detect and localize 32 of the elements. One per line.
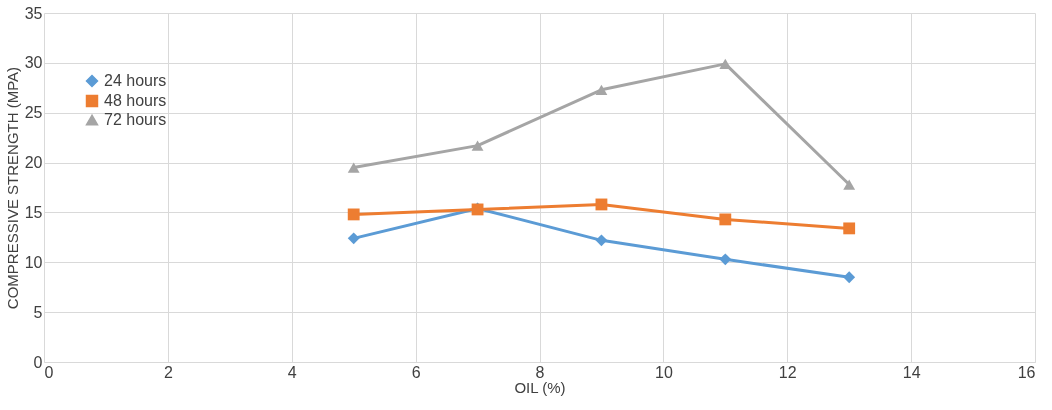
x-tick-label: 6 [411,363,421,381]
point [347,208,360,221]
y-tick-label: 5 [33,303,43,321]
y-axis-title: COMPRESSIVE STRENGTH (MPA) [3,66,21,310]
x-tick-label: 8 [535,363,545,381]
x-axis-title: OIL (%) [514,378,566,396]
legend-label: 72 hours [104,111,167,128]
point [843,222,856,235]
x-tick-label: 14 [902,363,921,381]
x-tick-label: 0 [44,363,54,381]
x-tick-label: 16 [1017,363,1036,381]
y-tick-label: 20 [24,154,43,172]
point [595,84,608,95]
y-tick-label: 30 [24,54,43,72]
point [595,234,608,247]
x-tick-label: 2 [163,363,173,381]
legend-label: 48 hours [104,92,167,109]
x-tick-label: 4 [287,363,297,381]
legend-label: 24 hours [104,72,167,89]
y-tick-label: 25 [24,104,43,122]
point [843,179,856,190]
point [471,140,484,151]
point [719,253,732,266]
point [347,162,360,173]
point [347,232,360,245]
y-tick-label: 15 [24,203,43,221]
point [719,213,732,226]
point [843,271,856,284]
x-tick-label: 12 [778,363,797,381]
x-tick-label: 10 [654,363,673,381]
y-tick-label: 10 [24,253,43,271]
y-tick-label: 35 [24,4,43,22]
